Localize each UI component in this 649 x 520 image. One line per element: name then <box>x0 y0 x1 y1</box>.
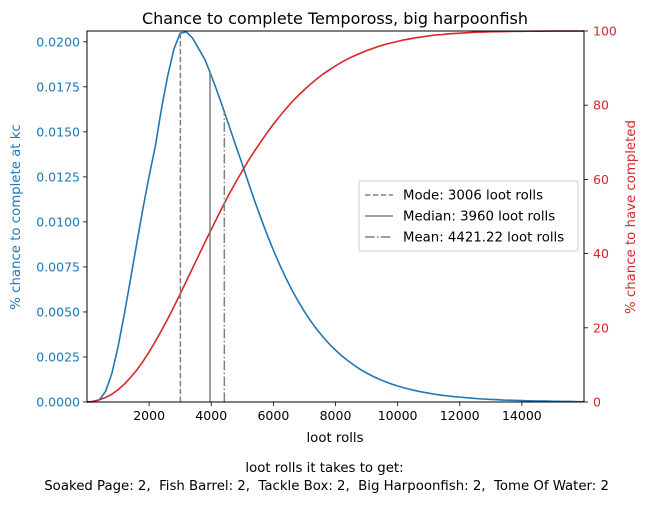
y-right-axis-label: % chance to have completed <box>624 120 639 314</box>
x-axis-label: loot rolls <box>306 431 363 446</box>
x-tick-label: 6000 <box>257 408 289 423</box>
footer-caption-line-1: loot rolls it takes to get: <box>245 461 404 476</box>
legend-label-mode: Mode: 3006 loot rolls <box>403 189 543 204</box>
x-axis-ticks: 2000 4000 6000 8000 10000 12000 14000 <box>133 402 542 423</box>
x-tick-label: 4000 <box>195 408 227 423</box>
series-line-cumulative-chance <box>86 30 584 403</box>
y-left-tick-label: 0.0150 <box>36 124 80 139</box>
plot-area <box>86 30 584 403</box>
footer-caption-line-2: Soaked Page: 2, Fish Barrel: 2, Tackle B… <box>40 479 609 494</box>
y-right-tick-label: 80 <box>593 98 609 113</box>
y-left-tick-label: 0.0175 <box>36 79 80 94</box>
y-left-tick-label: 0.0050 <box>36 304 80 319</box>
y-left-tick-label: 0.0100 <box>36 214 80 229</box>
y-right-tick-label: 100 <box>593 24 617 39</box>
y-left-axis-label: % chance to complete at kc <box>9 124 24 309</box>
legend-label-median: Median: 3960 loot rolls <box>403 210 555 225</box>
x-tick-label: 10000 <box>378 408 418 423</box>
series-line-chance-at-kc <box>86 31 584 403</box>
y-left-tick-label: 0.0025 <box>36 349 80 364</box>
x-tick-label: 12000 <box>440 408 480 423</box>
y-right-tick-label: 0 <box>593 395 601 410</box>
y-left-tick-label: 0.0000 <box>36 395 80 410</box>
y-right-tick-label: 20 <box>593 320 609 335</box>
chart-title: Chance to complete Tempoross, big harpoo… <box>142 9 528 28</box>
x-tick-label: 8000 <box>320 408 352 423</box>
x-tick-label: 14000 <box>502 408 542 423</box>
y-right-tick-label: 60 <box>593 172 609 187</box>
y-left-tick-label: 0.0075 <box>36 259 80 274</box>
y-left-tick-label: 0.0200 <box>36 34 80 49</box>
y-left-axis-ticks: 0.0000 0.0025 0.0050 0.0075 0.0100 0.0125 0.01… <box>36 34 87 410</box>
y-left-tick-label: 0.0125 <box>36 169 80 184</box>
y-right-axis-ticks: 0 20 40 60 80 100 <box>584 24 617 410</box>
legend-box <box>358 180 579 252</box>
y-right-tick-label: 40 <box>593 246 609 261</box>
x-tick-label: 2000 <box>133 408 165 423</box>
legend-label-mean: Mean: 4421.22 loot rolls <box>403 231 564 246</box>
legend: Mode: 3006 loot rolls Median: 3960 loot … <box>358 180 579 252</box>
